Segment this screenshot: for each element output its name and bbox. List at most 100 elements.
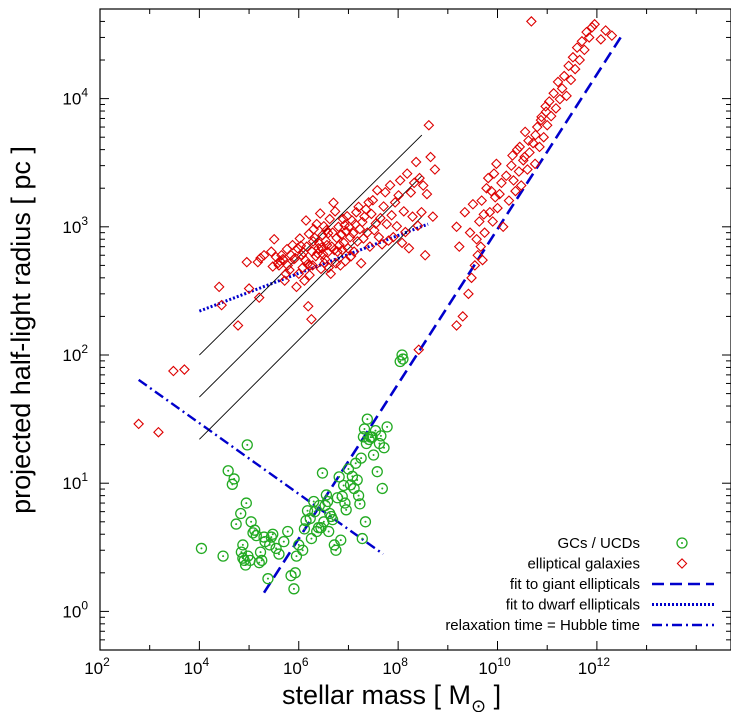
- gc-ucd-point: [264, 539, 276, 551]
- elliptical-galaxy-point: [579, 44, 590, 56]
- elliptical-galaxy-point: [519, 126, 531, 138]
- elliptical-galaxy-point: [332, 246, 343, 258]
- gc-ucd-point: [356, 532, 368, 545]
- marker-dot: [330, 515, 333, 518]
- elliptical-galaxy-point: [307, 260, 318, 271]
- elliptical-galaxy-point: [267, 261, 279, 272]
- marker-dot: [241, 543, 244, 546]
- legend-label: fit to dwarf ellipticals: [506, 597, 640, 614]
- marker-dot: [312, 500, 315, 503]
- gc-ucd-point: [240, 497, 252, 509]
- marker-ring: [371, 466, 383, 478]
- elliptical-galaxy-point: [457, 311, 469, 322]
- elliptical-galaxy-point: [299, 275, 310, 287]
- marker-dot: [364, 520, 367, 523]
- marker-dot: [222, 555, 225, 558]
- elliptical-galaxy-point: [505, 160, 517, 172]
- marker-dot: [328, 512, 331, 515]
- marker-dot: [292, 587, 295, 590]
- gc-ucd-point: [217, 550, 229, 562]
- elliptical-galaxy-point: [299, 254, 311, 266]
- elliptical-galaxy-point: [336, 244, 348, 256]
- elliptical-galaxy-point: [589, 18, 600, 30]
- elliptical-galaxy-point: [527, 137, 539, 149]
- elliptical-galaxy-point: [416, 206, 427, 218]
- elliptical-galaxy-point: [558, 70, 570, 82]
- marker-ring: [235, 507, 247, 520]
- gc-ucd-point: [336, 490, 348, 502]
- elliptical-galaxy-point: [484, 206, 496, 218]
- gc-ucd-point: [228, 473, 240, 485]
- gc-ucd-point: [256, 554, 268, 567]
- marker-ring: [264, 539, 276, 551]
- elliptical-galaxy-point: [292, 242, 304, 254]
- marker-dot: [363, 427, 366, 430]
- y-tick-label: 101: [62, 470, 88, 493]
- elliptical-galaxy-point: [487, 216, 499, 227]
- elliptical-galaxy-point: [510, 185, 521, 197]
- gc-ucd-point: [333, 471, 345, 483]
- elliptical-galaxy-point: [368, 224, 380, 236]
- elliptical-galaxy-point: [479, 227, 490, 239]
- gc-ucd-point: [323, 525, 335, 538]
- marker-dot: [321, 472, 324, 475]
- marker-ring: [339, 497, 351, 509]
- elliptical-galaxy-point: [421, 188, 433, 200]
- gc-ucd-point: [241, 439, 253, 451]
- gc-ucd-point: [312, 522, 325, 534]
- elliptical-galaxy-point: [398, 205, 410, 217]
- gc-ucd-point: [320, 489, 333, 501]
- elliptical-galaxy-point: [477, 254, 488, 266]
- elliptical-galaxy-point: [296, 249, 308, 261]
- marker-dot: [275, 547, 278, 550]
- gc-ucd-point: [367, 449, 380, 461]
- marker-ring: [331, 492, 344, 504]
- elliptical-galaxy-point: [333, 221, 344, 233]
- elliptical-galaxy-point: [485, 185, 497, 197]
- marker-dot: [246, 443, 249, 446]
- marker-dot: [361, 537, 364, 540]
- marker-dot: [354, 462, 357, 465]
- y-tick-label: 103: [62, 214, 88, 237]
- gc-ucd-point: [326, 513, 339, 526]
- marker-dot: [401, 358, 404, 361]
- elliptical-galaxy-point: [311, 218, 323, 230]
- ticks-layer: 102 104 106 108 1010 1012 100 101 102 103 104: [62, 9, 731, 678]
- marker-dot: [297, 543, 300, 546]
- elliptical-galaxy-point: [285, 249, 297, 261]
- elliptical-galaxy-point: [322, 227, 334, 239]
- elliptical-galaxy-point: [284, 264, 295, 276]
- marker-ring: [254, 546, 267, 558]
- elliptical-galaxy-point: [507, 150, 518, 161]
- elliptical-galaxy-point: [471, 233, 483, 245]
- elliptical-galaxy-point: [511, 144, 523, 156]
- legend-label: GCs / UCDs: [558, 535, 641, 552]
- marker-dot: [266, 577, 269, 580]
- x-tick-label: 1012: [578, 655, 611, 678]
- marker-ring: [195, 542, 208, 555]
- elliptical-galaxy-point: [337, 213, 349, 225]
- marker-dot: [338, 475, 341, 478]
- gc-ucd-point: [237, 539, 249, 551]
- marker-ring: [249, 524, 261, 536]
- marker-dot: [366, 418, 369, 421]
- marker-ring: [378, 442, 390, 454]
- gc-ucd-point: [371, 466, 383, 478]
- marker-dot: [319, 526, 322, 529]
- elliptical-galaxy-point: [153, 426, 164, 438]
- legend-label: fit to giant ellipticals: [510, 576, 640, 593]
- marker-dot: [250, 520, 253, 523]
- marker-ring: [298, 523, 311, 535]
- legend-label: relaxation time = Hubble time: [445, 617, 640, 634]
- elliptical-galaxy-point: [534, 141, 545, 153]
- elliptical-galaxy-point: [335, 260, 346, 271]
- gc-ucd-point: [315, 522, 327, 534]
- elliptical-galaxy-point: [581, 26, 592, 38]
- elliptical-galaxy-point: [265, 246, 277, 258]
- elliptical-galaxy-point: [370, 218, 382, 229]
- elliptical-galaxy-point: [258, 249, 270, 261]
- elliptical-galaxy-point: [523, 135, 534, 147]
- elliptical-galaxy-point: [367, 194, 379, 206]
- elliptical-galaxy-point: [400, 226, 411, 238]
- elliptical-galaxy-point: [381, 218, 393, 230]
